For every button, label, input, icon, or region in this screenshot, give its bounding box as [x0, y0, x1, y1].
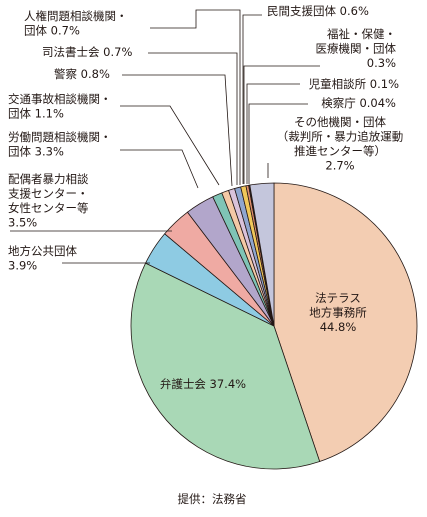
source-note: 提供：法務省: [178, 492, 247, 506]
slice-label-line: 団体 0.7%: [24, 24, 80, 38]
slice-label-line: その他機関・団体: [294, 115, 386, 129]
pie-slice: [249, 182, 275, 327]
slice-label: 配偶者暴力相談支援センター・女性センター等 3.5%: [8, 172, 89, 230]
slice-label-line: 44.8%: [320, 320, 357, 334]
leader-line: [150, 9, 241, 185]
slice-label-line: 司法書士会 0.7%: [42, 45, 132, 59]
slice-label-line: 人権問題相談機関・: [24, 9, 128, 23]
slice-label: 民間支援団体 0.6%: [267, 4, 369, 18]
leader-line: [243, 65, 320, 184]
slice-label-line: 0.3%: [367, 56, 396, 70]
slice-label: 検察庁 0.04%: [321, 96, 396, 110]
slice-label-line: 交通事故相談機関・: [8, 92, 112, 106]
slice-label-line: 推進センター等）: [294, 144, 386, 158]
slice-label-line: 医療機関・団体: [316, 42, 397, 56]
slice-label-line: （裁判所・暴力追放運動: [277, 130, 404, 144]
pie-slices: [130, 182, 418, 470]
slice-label: 福祉・保健・医療機関・団体 0.3%: [316, 27, 397, 70]
slice-label-line: 2.7%: [325, 159, 354, 173]
slice-label-line: 警察 0.8%: [54, 67, 110, 81]
slice-labels: 法テラス地方事務所 44.8% 弁護士会 37.4% 地方公共団体 3.9% 配偶者暴力相…: [8, 4, 403, 391]
slice-label-line: 労働問題相談機関・: [8, 130, 112, 144]
slice-label: 労働問題相談機関・団体 3.3%: [8, 130, 112, 159]
slice-label-line: 配偶者暴力相談: [8, 172, 89, 186]
pie-slice: [130, 262, 321, 470]
slice-label-line: 弁護士会 37.4%: [160, 377, 246, 391]
slice-label: その他機関・団体（裁判所・暴力追放運動推進センター等） 2.7%: [277, 115, 404, 173]
slice-label: 法テラス地方事務所 44.8%: [309, 291, 367, 334]
slice-label: 交通事故相談機関・団体 1.1%: [8, 92, 112, 121]
slice-label-line: 法テラス: [315, 291, 361, 305]
slice-label: 児童相談所 0.1%: [309, 77, 399, 91]
leader-line: [242, 14, 262, 184]
slice-label-line: 3.9%: [8, 259, 37, 273]
leader-line: [246, 83, 300, 184]
leader-line: [148, 52, 238, 185]
slice-label: 地方公共団体 3.9%: [8, 244, 77, 273]
slice-label-line: 女性センター等: [8, 201, 89, 215]
slice-label: 弁護士会 37.4%: [160, 377, 246, 391]
slice-label: 司法書士会 0.7%: [42, 45, 132, 59]
slice-label: 警察 0.8%: [54, 67, 110, 81]
slice-label-line: 支援センター・: [8, 187, 89, 201]
slice-label-line: 児童相談所 0.1%: [309, 77, 399, 91]
slice-label-line: 3.5%: [8, 216, 37, 230]
slice-label-line: 団体 3.3%: [8, 145, 64, 159]
slice-label-line: 地方公共団体: [8, 244, 77, 258]
leader-lines: [10, 9, 320, 264]
slice-label-line: 団体 1.1%: [8, 107, 64, 121]
leader-line: [120, 149, 199, 189]
slice-label-line: 地方事務所: [309, 306, 367, 320]
leader-line: [122, 74, 233, 187]
leader-line: [248, 103, 308, 184]
slice-label-line: 民間支援団体 0.6%: [267, 4, 369, 18]
slice-label: 人権問題相談機関・団体 0.7%: [24, 9, 128, 38]
leader-line: [120, 105, 220, 186]
slice-label-line: 検察庁 0.04%: [321, 96, 396, 110]
slice-label-line: 福祉・保健・: [327, 27, 396, 41]
pie-slice: [273, 182, 418, 462]
